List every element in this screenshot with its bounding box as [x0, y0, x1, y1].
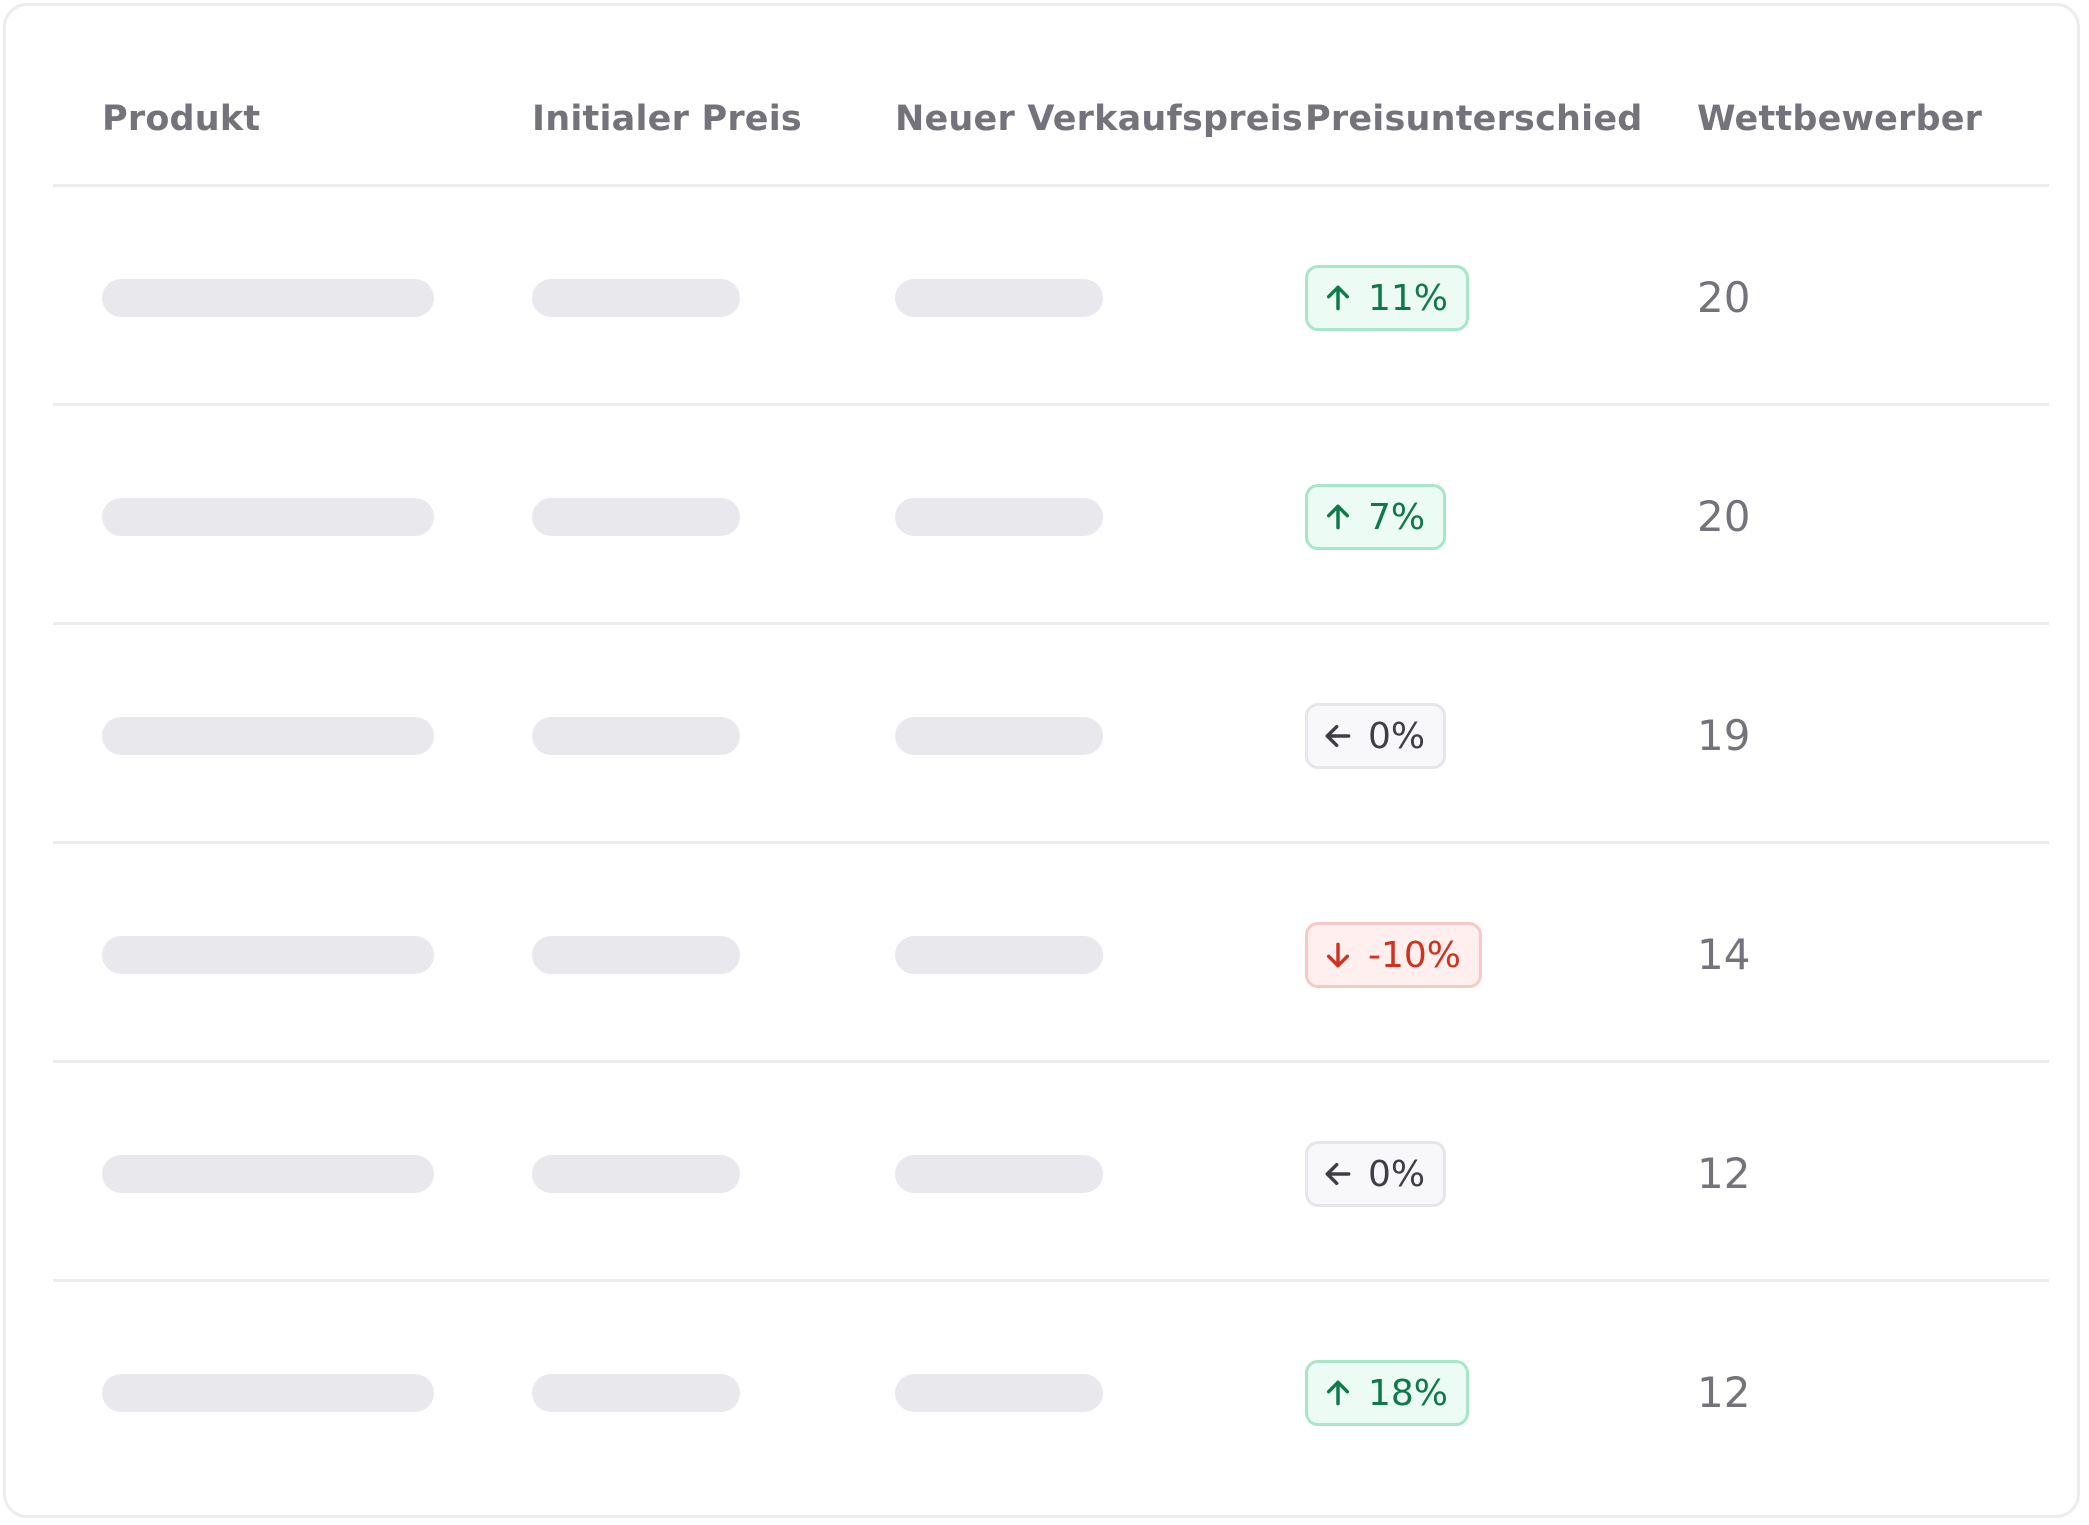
- product-placeholder: [102, 498, 434, 536]
- header-new-price: Neuer Verkaufspreis: [895, 99, 1303, 139]
- product-placeholder: [102, 1155, 434, 1193]
- initial-price-placeholder: [532, 279, 740, 317]
- arrow-left-icon: [1322, 1158, 1354, 1190]
- new-price-placeholder: [895, 1155, 1103, 1193]
- price-difference-value: 0%: [1368, 1153, 1426, 1195]
- header-competitors: Wettbewerber: [1697, 99, 1983, 139]
- arrow-left-icon: [1322, 720, 1354, 752]
- price-difference-value: 18%: [1368, 1372, 1449, 1414]
- competitor-count: 12: [1697, 1368, 1751, 1417]
- product-placeholder: [102, 936, 434, 974]
- initial-price-placeholder: [532, 1155, 740, 1193]
- competitor-count: 12: [1697, 1149, 1751, 1198]
- price-difference-badge: 7%: [1305, 484, 1447, 550]
- price-table: Produkt Initialer Preis Neuer Verkaufspr…: [53, 6, 2049, 1498]
- price-difference-badge: 11%: [1305, 265, 1470, 331]
- table-header: Produkt Initialer Preis Neuer Verkaufspr…: [53, 6, 2049, 187]
- competitor-count: 14: [1697, 930, 1751, 979]
- price-difference-value: 11%: [1368, 277, 1449, 319]
- arrow-up-icon: [1322, 1377, 1354, 1409]
- initial-price-placeholder: [532, 1374, 740, 1412]
- price-comparison-card: Produkt Initialer Preis Neuer Verkaufspr…: [3, 3, 2080, 1518]
- product-placeholder: [102, 717, 434, 755]
- table-row[interactable]: 0% 12: [53, 1063, 2049, 1282]
- new-price-placeholder: [895, 498, 1103, 536]
- table-row[interactable]: -10% 14: [53, 844, 2049, 1063]
- initial-price-placeholder: [532, 936, 740, 974]
- price-difference-badge: 0%: [1305, 703, 1447, 769]
- price-difference-value: 0%: [1368, 715, 1426, 757]
- header-product: Produkt: [102, 99, 261, 139]
- table-row[interactable]: 11% 20: [53, 187, 2049, 406]
- arrow-up-icon: [1322, 501, 1354, 533]
- new-price-placeholder: [895, 717, 1103, 755]
- new-price-placeholder: [895, 279, 1103, 317]
- header-price-difference: Preisunterschied: [1305, 99, 1643, 139]
- initial-price-placeholder: [532, 498, 740, 536]
- table-row[interactable]: 18% 12: [53, 1282, 2049, 1498]
- new-price-placeholder: [895, 936, 1103, 974]
- competitor-count: 20: [1697, 273, 1751, 322]
- product-placeholder: [102, 1374, 434, 1412]
- price-difference-value: 7%: [1368, 496, 1426, 538]
- header-initial-price: Initialer Preis: [532, 99, 802, 139]
- price-difference-badge: -10%: [1305, 922, 1483, 988]
- arrow-up-icon: [1322, 282, 1354, 314]
- competitor-count: 19: [1697, 711, 1751, 760]
- initial-price-placeholder: [532, 717, 740, 755]
- table-row[interactable]: 0% 19: [53, 625, 2049, 844]
- arrow-down-icon: [1322, 939, 1354, 971]
- price-difference-badge: 18%: [1305, 1360, 1470, 1426]
- competitor-count: 20: [1697, 492, 1751, 541]
- product-placeholder: [102, 279, 434, 317]
- price-difference-value: -10%: [1368, 934, 1462, 976]
- new-price-placeholder: [895, 1374, 1103, 1412]
- price-difference-badge: 0%: [1305, 1141, 1447, 1207]
- table-row[interactable]: 7% 20: [53, 406, 2049, 625]
